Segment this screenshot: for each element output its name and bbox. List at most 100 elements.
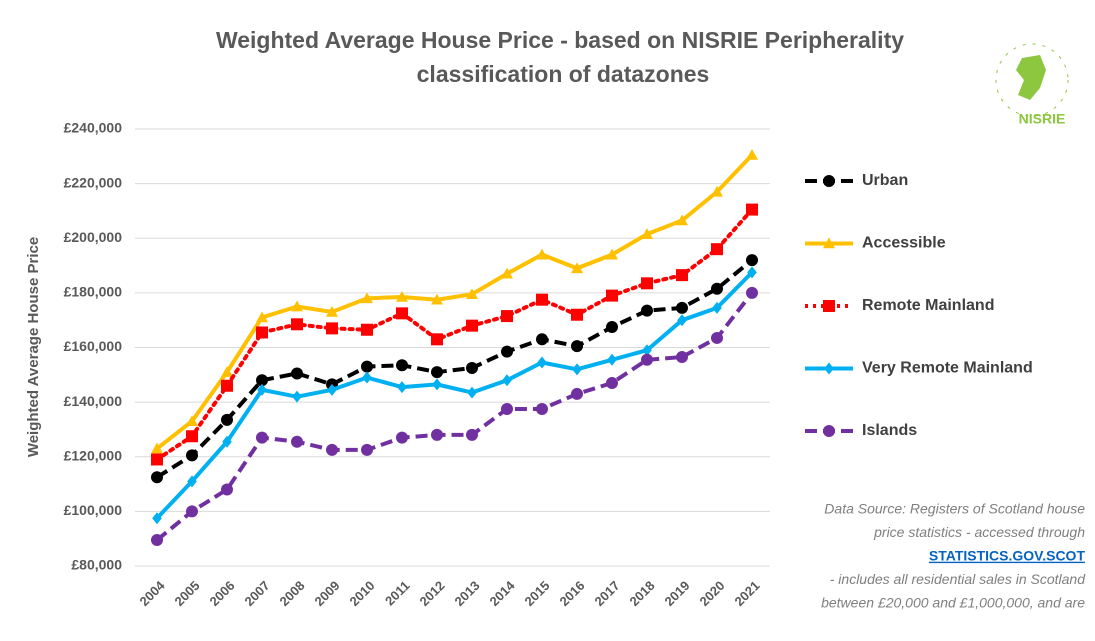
marker xyxy=(361,323,373,336)
marker xyxy=(186,449,198,462)
x-tick-label: 2019 xyxy=(661,578,692,609)
marker xyxy=(571,262,583,274)
x-tick-label: 2017 xyxy=(591,578,622,609)
series-line xyxy=(155,207,754,462)
x-tick-label: 2008 xyxy=(276,578,307,609)
series-line xyxy=(155,153,754,451)
marker xyxy=(824,362,834,375)
legend-label: Urban xyxy=(862,172,908,189)
marker xyxy=(396,290,408,302)
marker xyxy=(677,314,687,327)
source-text: between £20,000 and £1,000,000, and are xyxy=(821,595,1085,611)
series xyxy=(152,266,757,525)
marker xyxy=(396,431,408,444)
series-line xyxy=(155,258,754,479)
marker xyxy=(221,413,233,426)
marker xyxy=(641,228,653,239)
y-axis-title: Weighted Average House Price xyxy=(25,237,42,457)
marker xyxy=(221,379,233,392)
marker xyxy=(326,305,338,317)
marker xyxy=(501,402,513,415)
x-tick-label: 2013 xyxy=(451,578,482,609)
source-text: Data Source: Registers of Scotland house xyxy=(824,501,1085,517)
legend-item: Remote Mainland xyxy=(805,297,994,314)
x-tick-label: 2015 xyxy=(521,578,552,609)
marker xyxy=(823,237,835,249)
marker xyxy=(291,300,303,312)
source-link[interactable]: STATISTICS.GOV.SCOT xyxy=(929,548,1086,564)
marker xyxy=(606,377,618,390)
marker xyxy=(823,175,835,187)
marker xyxy=(222,435,232,448)
marker xyxy=(326,322,338,335)
y-tick-label: £180,000 xyxy=(64,284,123,300)
series-line xyxy=(155,270,754,520)
marker xyxy=(256,326,268,339)
marker xyxy=(431,428,443,441)
marker xyxy=(361,443,373,456)
marker xyxy=(746,254,758,267)
marker xyxy=(536,293,548,306)
x-tick-label: 2018 xyxy=(626,578,657,609)
x-tick-label: 2010 xyxy=(346,578,377,609)
marker xyxy=(502,374,512,387)
legend-item: Islands xyxy=(805,422,917,439)
x-tick-label: 2021 xyxy=(731,578,762,609)
marker xyxy=(606,321,618,334)
x-tick-label: 2012 xyxy=(416,578,447,609)
marker xyxy=(676,214,688,226)
marker xyxy=(571,340,583,353)
marker xyxy=(291,318,303,331)
y-tick-label: £220,000 xyxy=(64,174,123,190)
legend-label: Very Remote Mainland xyxy=(862,360,1033,377)
x-tick-label: 2004 xyxy=(136,577,168,609)
logo-ring xyxy=(995,43,1069,117)
y-tick-label: £140,000 xyxy=(64,393,123,409)
marker xyxy=(186,430,198,443)
marker xyxy=(291,435,303,448)
series xyxy=(151,203,758,466)
marker xyxy=(466,428,478,441)
marker xyxy=(746,148,758,160)
marker xyxy=(361,360,373,373)
marker xyxy=(256,311,268,323)
marker xyxy=(151,534,163,547)
marker xyxy=(151,442,163,454)
marker xyxy=(711,282,723,295)
logo-text: NISRIE xyxy=(1019,111,1066,127)
marker xyxy=(571,387,583,400)
marker xyxy=(536,333,548,346)
marker xyxy=(187,475,197,488)
marker xyxy=(823,425,835,437)
marker xyxy=(712,301,722,314)
y-tick-label: £160,000 xyxy=(64,338,123,354)
marker xyxy=(607,353,617,366)
marker xyxy=(466,361,478,374)
marker xyxy=(676,301,688,314)
legend-item: Urban xyxy=(805,172,908,189)
legend-label: Accessible xyxy=(862,235,946,252)
x-tick-label: 2005 xyxy=(171,578,202,609)
marker xyxy=(676,269,688,282)
marker xyxy=(361,292,373,304)
marker xyxy=(642,344,652,357)
marker xyxy=(292,390,302,403)
x-tick-label: 2011 xyxy=(382,578,413,609)
y-tick-label: £120,000 xyxy=(64,447,123,463)
marker xyxy=(362,371,372,384)
marker xyxy=(221,366,233,377)
chart-title: Weighted Average House Price - based on … xyxy=(216,27,904,53)
x-tick-label: 2020 xyxy=(696,578,727,609)
chart-title: classification of datazones xyxy=(417,61,710,87)
marker xyxy=(746,203,758,216)
legend-item: Very Remote Mainland xyxy=(805,360,1033,377)
marker xyxy=(256,431,268,444)
marker xyxy=(641,277,653,290)
y-tick-label: £240,000 xyxy=(64,120,123,136)
marker xyxy=(501,310,513,323)
series xyxy=(151,148,758,454)
y-tick-label: £200,000 xyxy=(64,229,123,245)
marker xyxy=(186,505,198,518)
marker xyxy=(571,308,583,321)
marker xyxy=(186,415,198,427)
